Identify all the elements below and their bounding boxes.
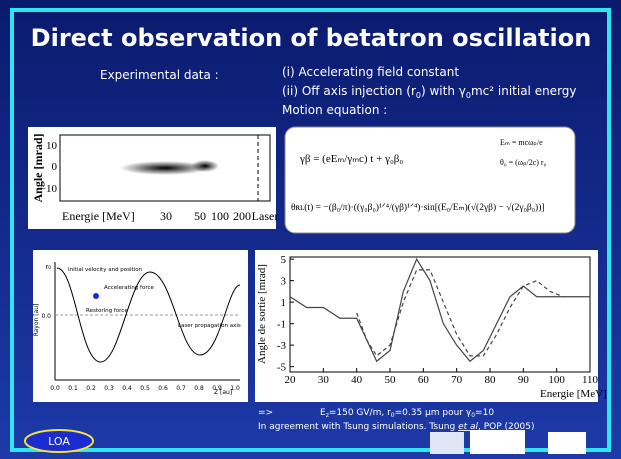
y-tick-label: -5 xyxy=(277,362,287,374)
x-tick-label: 100 xyxy=(548,374,565,386)
spectrum-signal xyxy=(191,160,219,172)
sketch-xtick: 0.7 xyxy=(176,385,186,392)
sketch-xtick: 0.9 xyxy=(212,385,222,392)
sketch-label: Accelerating force xyxy=(104,285,155,291)
sketch-panel xyxy=(33,250,248,402)
x-tick: 200 xyxy=(233,209,251,223)
x-tick-label: 80 xyxy=(485,374,497,386)
x-tick-label: 110 xyxy=(582,374,599,386)
dashed-line xyxy=(356,269,564,357)
note: In agreement with Tsung simulations. Tsu… xyxy=(258,422,534,432)
point: (i) Accelerating field constant xyxy=(282,65,459,79)
equation: Eₘ = mcωₚ/e xyxy=(500,138,543,147)
t: 0 xyxy=(416,91,421,100)
plot-xlabel: Energie [MeV] xyxy=(540,388,607,400)
point: (ii) Off axis injection (r0) with γ0mc² … xyxy=(282,84,577,100)
y-tick-label: 1 xyxy=(281,297,287,309)
t: E xyxy=(320,408,326,418)
partner-logo xyxy=(430,432,464,454)
t: 0 xyxy=(466,91,471,100)
x-tick-label: 40 xyxy=(351,374,363,386)
sketch-xlabel: Z [au] xyxy=(214,389,232,396)
y-tick: 0 xyxy=(52,161,58,173)
t: (ii) Off axis injection (r xyxy=(282,84,416,98)
trajectory-sketch xyxy=(56,267,241,363)
spectrum-panel xyxy=(28,127,276,229)
x-tick: 50 xyxy=(194,209,206,223)
x-tick: 100 xyxy=(211,209,229,223)
t: ) with γ xyxy=(421,84,466,98)
spectrum-signal xyxy=(120,161,210,175)
sketch-xtick: 0.0 xyxy=(50,385,60,392)
logo-text: LOA xyxy=(48,435,70,448)
t: et al xyxy=(458,422,478,432)
y-label: Angle [mrad] xyxy=(31,134,45,203)
t: =0.35 µm pour γ xyxy=(395,408,472,418)
t: mc² initial energy xyxy=(471,84,577,98)
t: In agreement with Tsung simulations. Tsu… xyxy=(258,422,458,432)
x-tick: 30 xyxy=(160,209,172,223)
plot-ylabel: Angle de sortie [mrad] xyxy=(256,264,268,364)
note-arrow: => xyxy=(258,408,273,418)
x-tick-label: 30 xyxy=(318,374,330,386)
x-tick: Laser xyxy=(252,209,279,223)
equation: γβ = (eEₘ/γₘc) t + γ₀β₀ xyxy=(299,153,403,165)
x-tick-label: 20 xyxy=(285,374,297,386)
logo-oval xyxy=(24,429,94,453)
y-tick-label: 5 xyxy=(281,254,287,266)
sketch-xtick: 0.1 xyxy=(68,385,78,392)
sketch-r0: r₀ xyxy=(45,263,51,271)
sketch-xtick: 0.8 xyxy=(194,385,204,392)
particle xyxy=(93,293,99,299)
note: Ez=150 GV/m, r0=0.35 µm pour γ0=10 xyxy=(320,408,494,419)
x-tick-label: 60 xyxy=(418,374,430,386)
sketch-xtick: 0.4 xyxy=(122,385,132,392)
sketch-label: Restoring force xyxy=(86,308,128,314)
y-tick: −10 xyxy=(40,183,58,195)
t: , POP (2005) xyxy=(478,422,534,432)
x-tick-label: 50 xyxy=(385,374,397,386)
x-tick-label: 90 xyxy=(518,374,530,386)
equation: θʀʟ(t) = −(β₀/π)·((γ₀β₀)¹ᐟ⁴/(γβ)¹ᐟ⁴)·sin… xyxy=(291,202,545,213)
y-tick-label: -1 xyxy=(277,319,286,331)
sketch-xtick: 0.3 xyxy=(104,385,114,392)
experimental: Experimental data : xyxy=(100,68,219,82)
t: 0 xyxy=(391,412,395,419)
frame xyxy=(10,8,611,452)
partner-logo xyxy=(470,430,525,454)
sketch-xtick: 0.6 xyxy=(158,385,168,392)
sketch-xtick: 0.5 xyxy=(140,385,150,392)
y-tick: 10 xyxy=(46,140,58,152)
equation-box xyxy=(284,126,576,234)
sketch-ylabel: Rayon [au] xyxy=(33,304,40,337)
solid-line xyxy=(289,257,590,363)
x-label: Energie [MeV] xyxy=(62,209,135,223)
t: z xyxy=(326,412,329,419)
y-tick-label: 3 xyxy=(281,276,287,288)
t: 0 xyxy=(471,412,475,419)
sketch-label: Initial velocity and position xyxy=(68,267,143,273)
sketch-zero: 0.0 xyxy=(41,313,51,320)
plot-frame xyxy=(289,256,591,373)
y-tick-label: -3 xyxy=(277,340,287,352)
point: Motion equation : xyxy=(282,103,387,117)
title: Direct observation of betatron oscillati… xyxy=(31,24,592,52)
x-tick-label: 70 xyxy=(451,374,463,386)
partner-logo xyxy=(548,432,586,454)
sketch-label: Laser propagation axis xyxy=(178,323,241,329)
t: =150 GV/m, r xyxy=(329,408,391,418)
equation: θ₀ = (ωₚ/2c) r₀ xyxy=(500,158,547,167)
sketch-xtick: 0.2 xyxy=(86,385,96,392)
t: =10 xyxy=(475,408,494,418)
sketch-xtick: 1.0 xyxy=(230,385,240,392)
spectrum-frame xyxy=(59,134,271,202)
